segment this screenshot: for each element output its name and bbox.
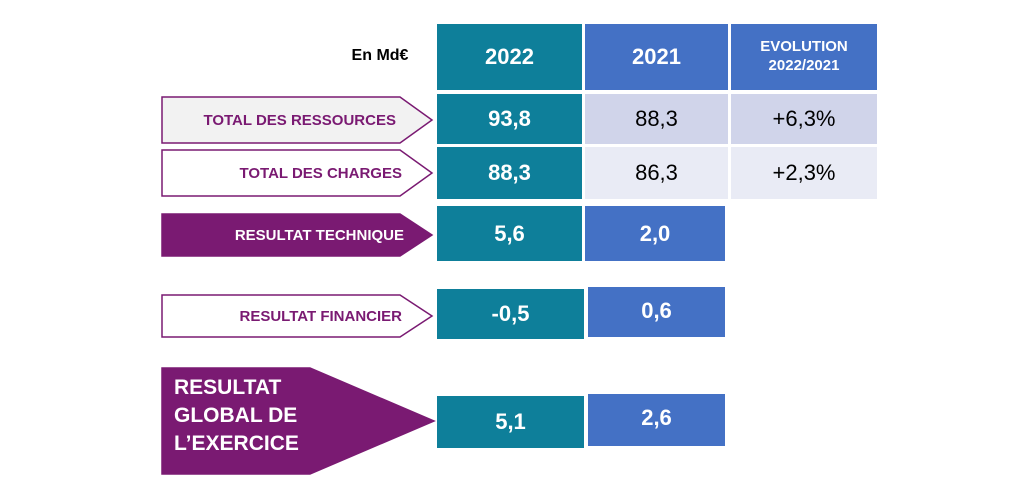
row-label-technique: RESULTAT TECHNIQUE — [234, 226, 404, 244]
row-label-financier: RESULTAT FINANCIER — [239, 307, 403, 325]
row-label-global: RESULTAT GLOBAL DE L’EXERCICE — [174, 374, 334, 470]
value-2021-technique: 2,0 — [585, 206, 725, 261]
value-2022-charges: 88,3 — [437, 147, 582, 199]
row-label-global-line3: L’EXERCICE — [174, 432, 299, 455]
value-2021-ressources: 88,3 — [585, 94, 728, 144]
row-label-global-line2: GLOBAL DE — [174, 404, 298, 427]
value-2022-financier: -0,5 — [437, 289, 584, 339]
value-2021-charges: 86,3 — [585, 147, 728, 199]
row-label-charges: TOTAL DES CHARGES — [239, 164, 402, 182]
value-2022-global: 5,1 — [437, 396, 584, 448]
evolution-charges: +2,3% — [731, 147, 877, 199]
column-header-2021: 2021 — [585, 24, 728, 90]
value-2022-technique: 5,6 — [437, 206, 582, 261]
row-label-arrow-financier — [161, 294, 434, 338]
evolution-ressources: +6,3% — [731, 94, 877, 144]
unit-label: En Md€ — [351, 47, 409, 64]
column-header-evolution: EVOLUTION 2022/2021 — [731, 24, 877, 90]
row-label-arrow-ressources — [161, 96, 434, 144]
column-header-2022: 2022 — [437, 24, 582, 90]
value-2022-ressources: 93,8 — [437, 94, 582, 144]
row-label-arrow-charges — [161, 149, 434, 197]
row-label-global-line1: RESULTAT — [174, 376, 282, 399]
evolution-header-line2: 2022/2021 — [768, 57, 840, 74]
value-2021-financier: 0,6 — [588, 287, 725, 337]
evolution-header-line1: EVOLUTION — [760, 38, 848, 56]
row-label-arrow-global — [161, 367, 436, 475]
row-label-arrow-technique — [161, 213, 434, 257]
value-2021-global: 2,6 — [588, 394, 725, 446]
row-label-ressources: TOTAL DES RESSOURCES — [203, 111, 396, 129]
